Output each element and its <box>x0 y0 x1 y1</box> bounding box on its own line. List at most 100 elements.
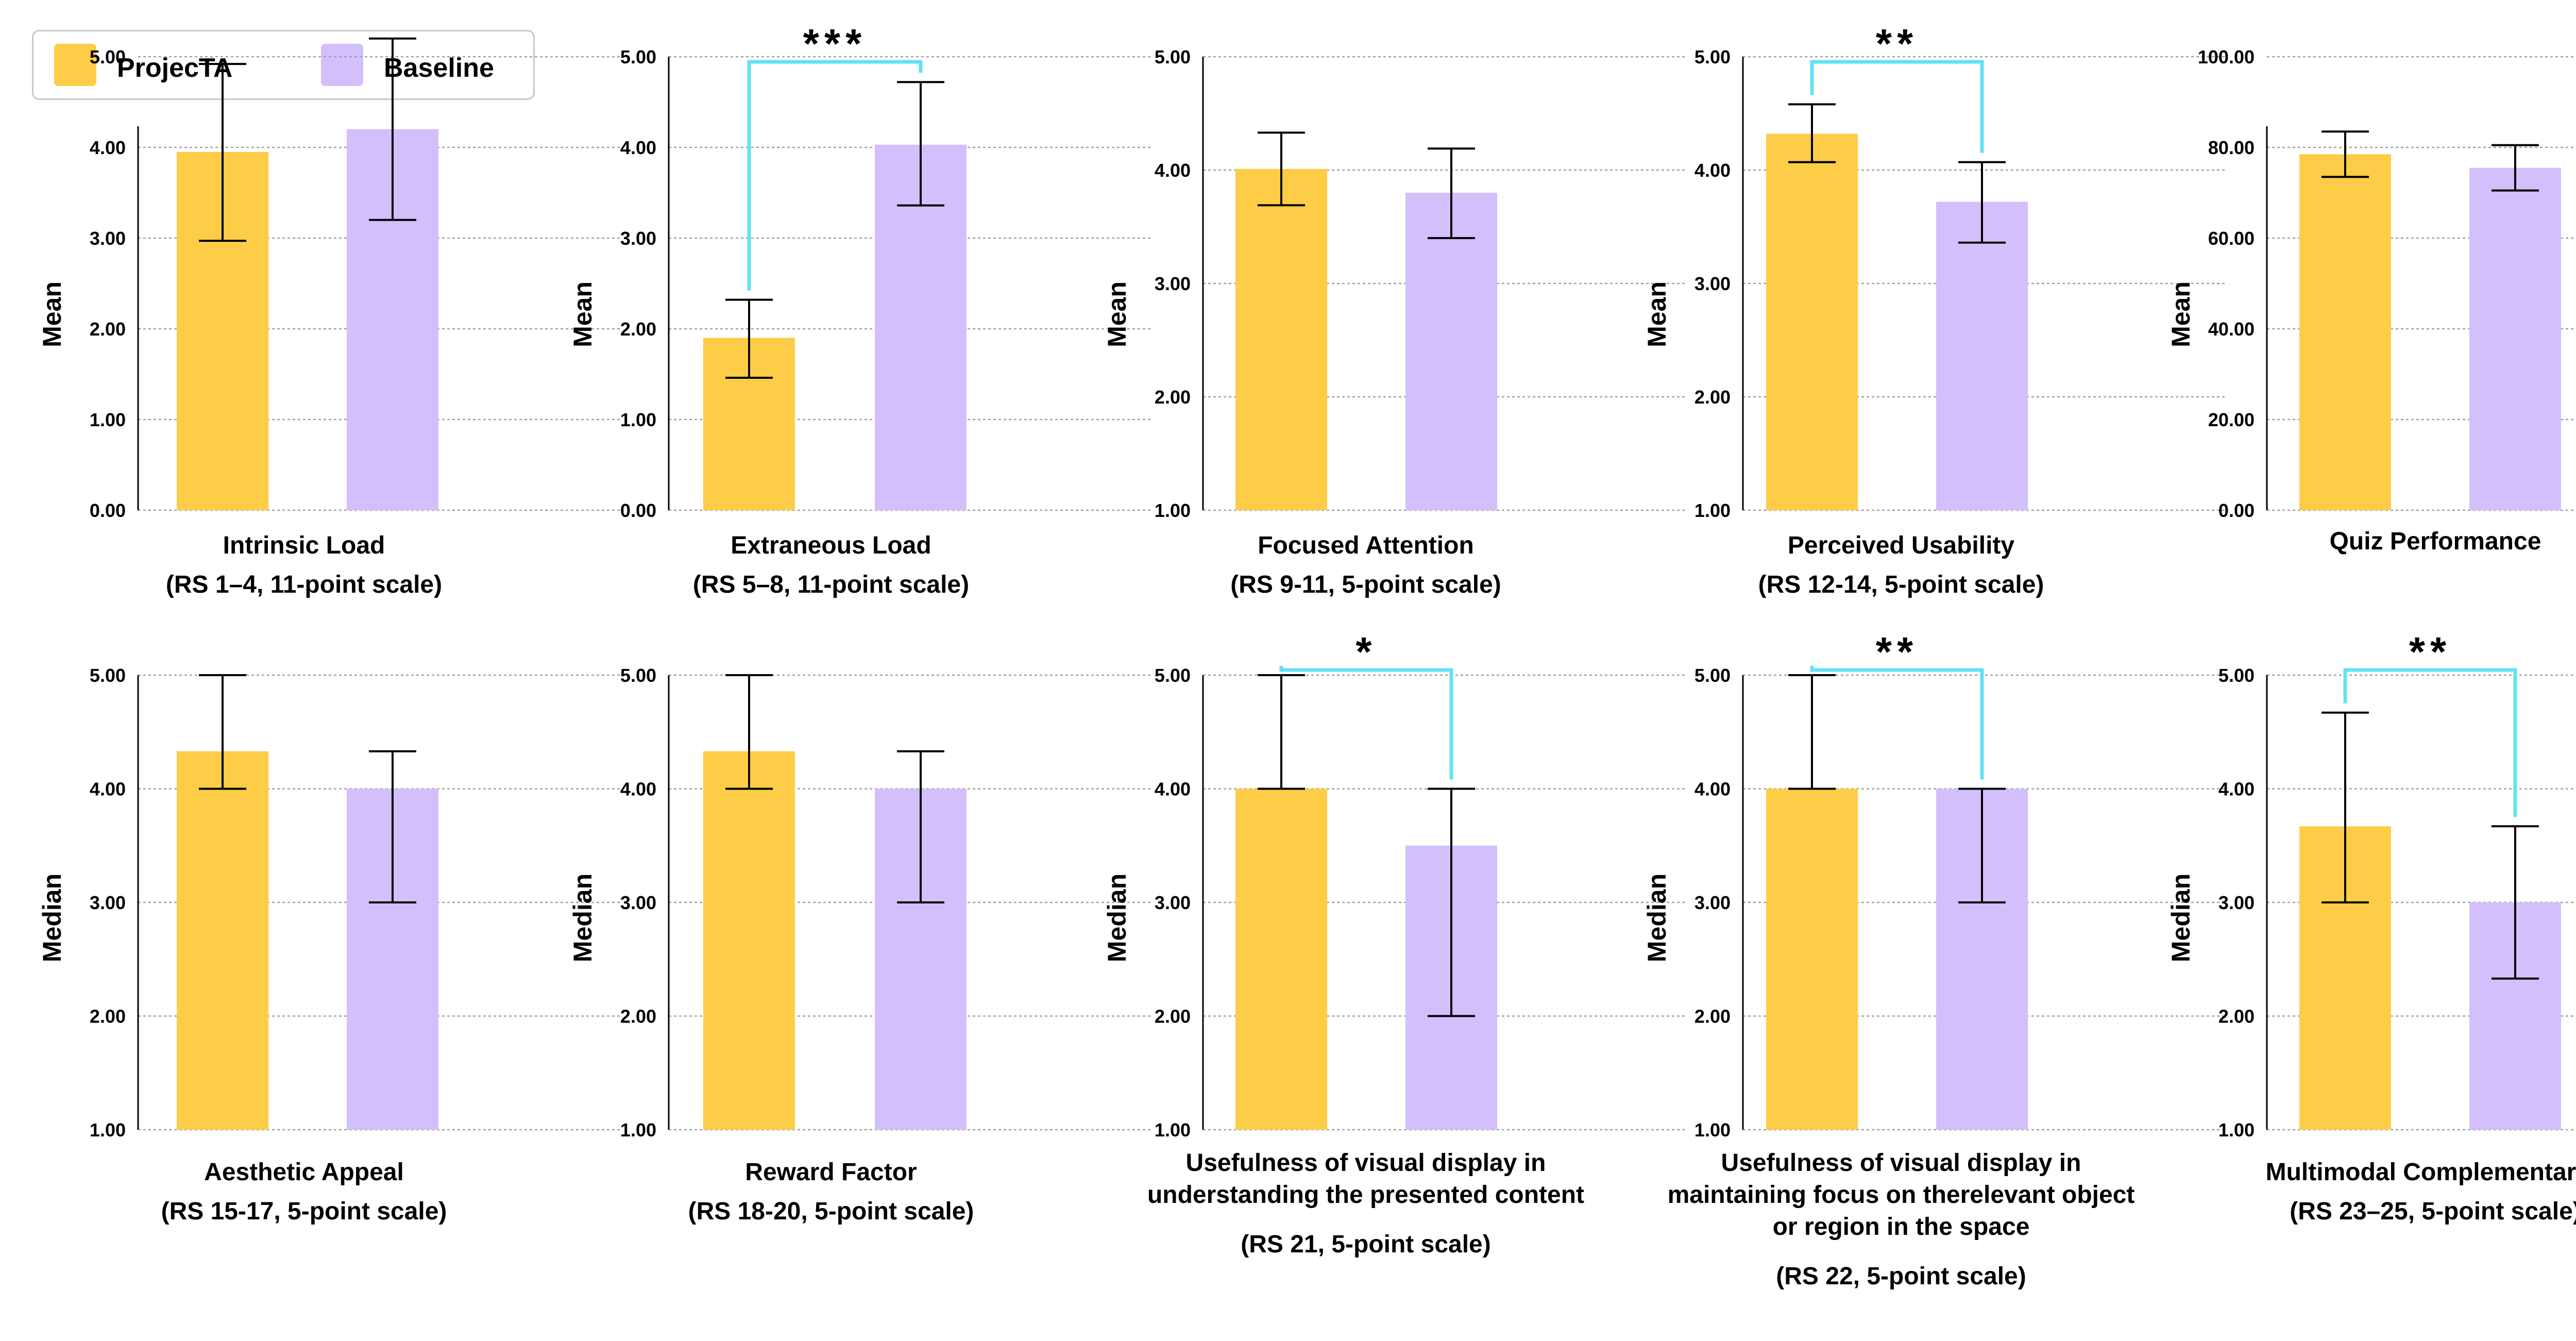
chart-4-title-line-1: Perceived Usability <box>1788 532 2015 559</box>
chart-4-ytick-label-1: 2.00 <box>1694 387 1731 408</box>
legend-swatch-baseline <box>321 44 363 86</box>
legend: ProjecTA Baseline <box>32 30 535 100</box>
chart-9-ytick-label-2: 3.00 <box>1694 892 1731 913</box>
chart-2-y-axis-label: Mean <box>568 281 597 347</box>
chart-3-title-line-2: (RS 9-11, 5-point scale) <box>1230 571 1501 598</box>
chart-6-y-axis-label: Median <box>38 874 66 962</box>
chart-9-significance-label: ** <box>1876 629 1918 675</box>
chart-4-y-axis-label: Mean <box>1642 281 1671 347</box>
chart-2-ytick-label-0: 0.00 <box>620 500 656 521</box>
chart-6-ytick-label-2: 3.00 <box>90 892 126 913</box>
chart-4-bar-baseline <box>1936 202 2028 511</box>
chart-1-y-axis-label: Mean <box>38 281 66 347</box>
chart-8-ytick-label-2: 3.00 <box>1155 892 1191 913</box>
chart-3-ytick-label-2: 3.00 <box>1155 273 1191 294</box>
chart-7-ytick-label-3: 4.00 <box>620 779 656 800</box>
chart-5-ytick-label-2: 40.00 <box>2208 319 2255 340</box>
chart-5-ytick-label-0: 0.00 <box>2218 500 2255 521</box>
chart-3-ytick-label-1: 2.00 <box>1155 387 1191 408</box>
chart-9-ytick-label-0: 1.00 <box>1694 1119 1731 1141</box>
chart-3-bar-projecta <box>1235 169 1327 510</box>
chart-9-title-line-4: (RS 22, 5-point scale) <box>1776 1263 2026 1290</box>
chart-1-title-line-2: (RS 1–4, 11-point scale) <box>166 571 442 598</box>
chart-1-ytick-label-5: 5.00 <box>90 46 126 68</box>
chart-5-ytick-label-1: 20.00 <box>2208 409 2255 430</box>
chart-5-ytick-label-4: 80.00 <box>2208 137 2255 158</box>
chart-6-title-line-1: Aesthetic Appeal <box>204 1159 404 1186</box>
chart-8-ytick-label-0: 1.00 <box>1155 1119 1191 1141</box>
chart-1-ytick-label-0: 0.00 <box>90 500 126 521</box>
chart-1-ytick-label-2: 2.00 <box>90 319 126 340</box>
chart-9-title-line-1: Usefulness of visual display in <box>1721 1149 2081 1177</box>
chart-9-title-line-2: maintaining focus on therelevant object <box>1668 1181 2135 1209</box>
chart-3-y-axis-label: Mean <box>1103 281 1131 347</box>
chart-9-bar-projecta <box>1766 789 1858 1130</box>
chart-3-bar-baseline <box>1405 193 1497 510</box>
chart-7-title-line-2: (RS 18-20, 5-point scale) <box>688 1198 974 1225</box>
chart-9-title-line-3: or region in the space <box>1773 1213 2030 1241</box>
chart-4-significance-bracket <box>1810 60 1984 153</box>
chart-4-ytick-label-3: 4.00 <box>1694 160 1731 181</box>
chart-1-ytick-label-3: 3.00 <box>90 228 126 249</box>
chart-1-title-line-1: Intrinsic Load <box>223 532 385 559</box>
chart-6-ytick-label-4: 5.00 <box>90 665 126 686</box>
chart-6-ytick-label-0: 1.00 <box>90 1119 126 1141</box>
chart-2-title-line-1: Extraneous Load <box>731 532 931 559</box>
chart-8-y-axis-label: Median <box>1103 874 1131 962</box>
legend-item-baseline: Baseline <box>321 44 494 86</box>
chart-5-ytick-label-3: 60.00 <box>2208 228 2255 249</box>
chart-4-bar-projecta <box>1766 133 1858 511</box>
chart-2-ytick-label-4: 4.00 <box>620 137 656 158</box>
chart-2-title-line-2: (RS 5–8, 11-point scale) <box>693 571 969 598</box>
chart-6-ytick-label-3: 4.00 <box>90 779 126 800</box>
chart-4-ytick-label-2: 3.00 <box>1694 273 1731 294</box>
chart-8-ytick-label-1: 2.00 <box>1155 1006 1191 1027</box>
chart-1-ytick-label-4: 4.00 <box>90 137 126 158</box>
chart-5-bar-baseline <box>2469 167 2561 511</box>
chart-8-title-line-2: understanding the presented content <box>1147 1181 1584 1209</box>
chart-4-title-line-2: (RS 12-14, 5-point scale) <box>1758 571 2044 598</box>
chart-2-ytick-label-1: 1.00 <box>620 409 656 430</box>
chart-4-significance-label: ** <box>1876 21 1918 66</box>
legend-swatch-projecta <box>54 44 96 86</box>
chart-3-ytick-label-4: 5.00 <box>1155 46 1191 68</box>
chart-10-ytick-label-0: 1.00 <box>2218 1119 2255 1141</box>
chart-8-bar-projecta <box>1235 789 1327 1130</box>
legend-label-baseline: Baseline <box>384 53 494 83</box>
chart-5-title-line-1: Quiz Performance <box>2330 528 2541 555</box>
chart-10-ytick-label-3: 4.00 <box>2218 779 2255 800</box>
chart-6-title-line-2: (RS 15-17, 5-point scale) <box>161 1198 447 1225</box>
chart-3-ytick-label-3: 4.00 <box>1155 160 1191 181</box>
chart-10-ytick-label-4: 5.00 <box>2218 665 2255 686</box>
chart-5-y-axis-label: Mean <box>2166 281 2195 347</box>
chart-8-ytick-label-4: 5.00 <box>1155 665 1191 686</box>
chart-2-ytick-label-2: 2.00 <box>620 319 656 340</box>
chart-2-significance-label: *** <box>803 21 867 66</box>
chart-4-ytick-label-0: 1.00 <box>1694 500 1731 521</box>
legend-label-projecta: ProjecTA <box>117 53 233 83</box>
chart-2-ytick-label-3: 3.00 <box>620 228 656 249</box>
chart-9-ytick-label-3: 4.00 <box>1694 779 1731 800</box>
chart-8-significance-bracket <box>1279 666 1453 780</box>
chart-10-title-line-1: Multimodal Complementarity <box>2266 1159 2576 1186</box>
chart-10-ytick-label-2: 3.00 <box>2218 892 2255 913</box>
chart-9-significance-bracket <box>1810 666 1984 780</box>
chart-9-ytick-label-1: 2.00 <box>1694 1006 1731 1027</box>
chart-9-y-axis-label: Median <box>1642 874 1671 962</box>
chart-7-bar-projecta <box>703 751 795 1130</box>
chart-10-ytick-label-1: 2.00 <box>2218 1006 2255 1027</box>
chart-6-bar-projecta <box>177 751 268 1130</box>
chart-4-ytick-label-4: 5.00 <box>1694 46 1731 68</box>
chart-7-ytick-label-0: 1.00 <box>620 1119 656 1141</box>
chart-9-ytick-label-4: 5.00 <box>1694 665 1731 686</box>
chart-6-ytick-label-1: 2.00 <box>90 1006 126 1027</box>
chart-10-significance-bracket <box>2343 668 2517 817</box>
chart-2-significance-bracket <box>747 60 923 291</box>
chart-3-ytick-label-0: 1.00 <box>1155 500 1191 521</box>
chart-10-y-axis-label: Median <box>2166 874 2195 962</box>
chart-8-title-line-3: (RS 21, 5-point scale) <box>1241 1231 1490 1258</box>
chart-10-title-line-2: (RS 23–25, 5-point scale) <box>2290 1198 2576 1225</box>
chart-3-title-line-1: Focused Attention <box>1258 532 1474 559</box>
chart-7-ytick-label-4: 5.00 <box>620 665 656 686</box>
